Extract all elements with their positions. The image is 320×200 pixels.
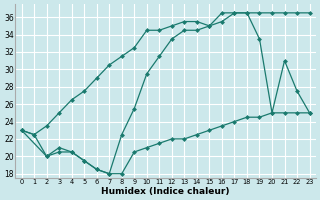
X-axis label: Humidex (Indice chaleur): Humidex (Indice chaleur) [101,187,230,196]
